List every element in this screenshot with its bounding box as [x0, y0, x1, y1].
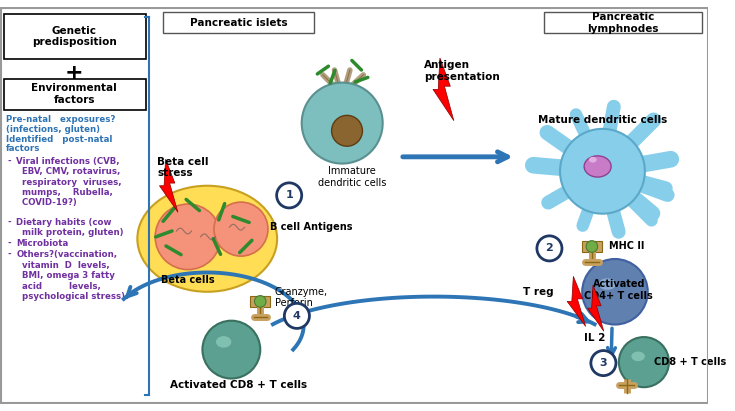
Text: 2: 2 [545, 243, 553, 254]
Text: -: - [7, 217, 11, 226]
Ellipse shape [137, 186, 277, 292]
Circle shape [582, 259, 648, 325]
Text: Environmental
factors: Environmental factors [32, 83, 117, 105]
Polygon shape [567, 276, 586, 326]
Text: B cell Antigens: B cell Antigens [270, 222, 352, 232]
FancyBboxPatch shape [163, 12, 315, 33]
Circle shape [619, 337, 669, 387]
Text: Granzyme,
Perforin: Granzyme, Perforin [275, 287, 328, 308]
Text: IL 2: IL 2 [584, 333, 606, 343]
Text: -: - [7, 250, 11, 259]
Text: Others?(vaccination,
  vitamin  D  levels,
  BMI, omega 3 fatty
  acid         l: Others?(vaccination, vitamin D levels, B… [16, 250, 126, 301]
Text: Activated
CD4+ T cells: Activated CD4+ T cells [584, 279, 653, 301]
Polygon shape [587, 285, 603, 331]
Text: T reg: T reg [523, 287, 553, 297]
Polygon shape [433, 58, 453, 121]
Text: MHC II: MHC II [609, 242, 645, 252]
Circle shape [284, 303, 309, 328]
Text: 4: 4 [293, 311, 301, 321]
Text: Immature
dendritic cells: Immature dendritic cells [318, 166, 386, 188]
Text: Activated CD8 + T cells: Activated CD8 + T cells [171, 381, 308, 390]
Ellipse shape [216, 336, 232, 348]
Text: Dietary habits (cow
  milk protein, gluten): Dietary habits (cow milk protein, gluten… [16, 217, 124, 237]
Text: Pre-natal   exposures?: Pre-natal exposures? [6, 115, 115, 125]
Circle shape [537, 236, 562, 261]
FancyBboxPatch shape [4, 79, 146, 110]
Text: Genetic
predisposition: Genetic predisposition [32, 25, 117, 47]
Text: Antigen
presentation: Antigen presentation [424, 60, 500, 82]
Circle shape [214, 202, 268, 256]
Text: Beta cells: Beta cells [161, 275, 215, 285]
FancyBboxPatch shape [581, 241, 602, 252]
Circle shape [586, 241, 598, 252]
Text: 1: 1 [285, 190, 293, 201]
Circle shape [155, 204, 220, 270]
Ellipse shape [584, 156, 611, 177]
Text: +: + [65, 63, 84, 83]
Ellipse shape [589, 157, 597, 163]
Text: Beta cell
stress: Beta cell stress [157, 157, 209, 178]
Circle shape [276, 183, 301, 208]
Polygon shape [159, 159, 178, 212]
Text: (infections, gluten): (infections, gluten) [6, 125, 100, 134]
FancyBboxPatch shape [544, 12, 702, 33]
Text: -: - [7, 157, 11, 166]
Circle shape [254, 296, 266, 307]
Text: -: - [7, 239, 11, 248]
Text: factors: factors [6, 144, 40, 153]
Text: CD8 + T cells: CD8 + T cells [653, 357, 725, 367]
Text: 3: 3 [600, 358, 607, 368]
Circle shape [560, 129, 645, 214]
Text: Microbiota: Microbiota [16, 239, 68, 248]
FancyBboxPatch shape [4, 14, 146, 58]
Text: Identified   post-natal: Identified post-natal [6, 135, 112, 144]
Text: Mature dendritic cells: Mature dendritic cells [538, 115, 667, 125]
Text: Pancreatic islets: Pancreatic islets [190, 18, 288, 28]
Circle shape [301, 83, 383, 164]
Ellipse shape [631, 351, 645, 361]
Circle shape [202, 321, 260, 379]
Ellipse shape [598, 278, 616, 290]
Circle shape [331, 115, 362, 146]
Circle shape [591, 351, 616, 376]
FancyBboxPatch shape [250, 296, 270, 307]
Text: Viral infections (CVB,
  EBV, CMV, rotavirus,
  respiratory  viruses,
  mumps,  : Viral infections (CVB, EBV, CMV, rotavir… [16, 157, 122, 208]
Text: Pancreatic
lymphnodes: Pancreatic lymphnodes [587, 12, 659, 34]
